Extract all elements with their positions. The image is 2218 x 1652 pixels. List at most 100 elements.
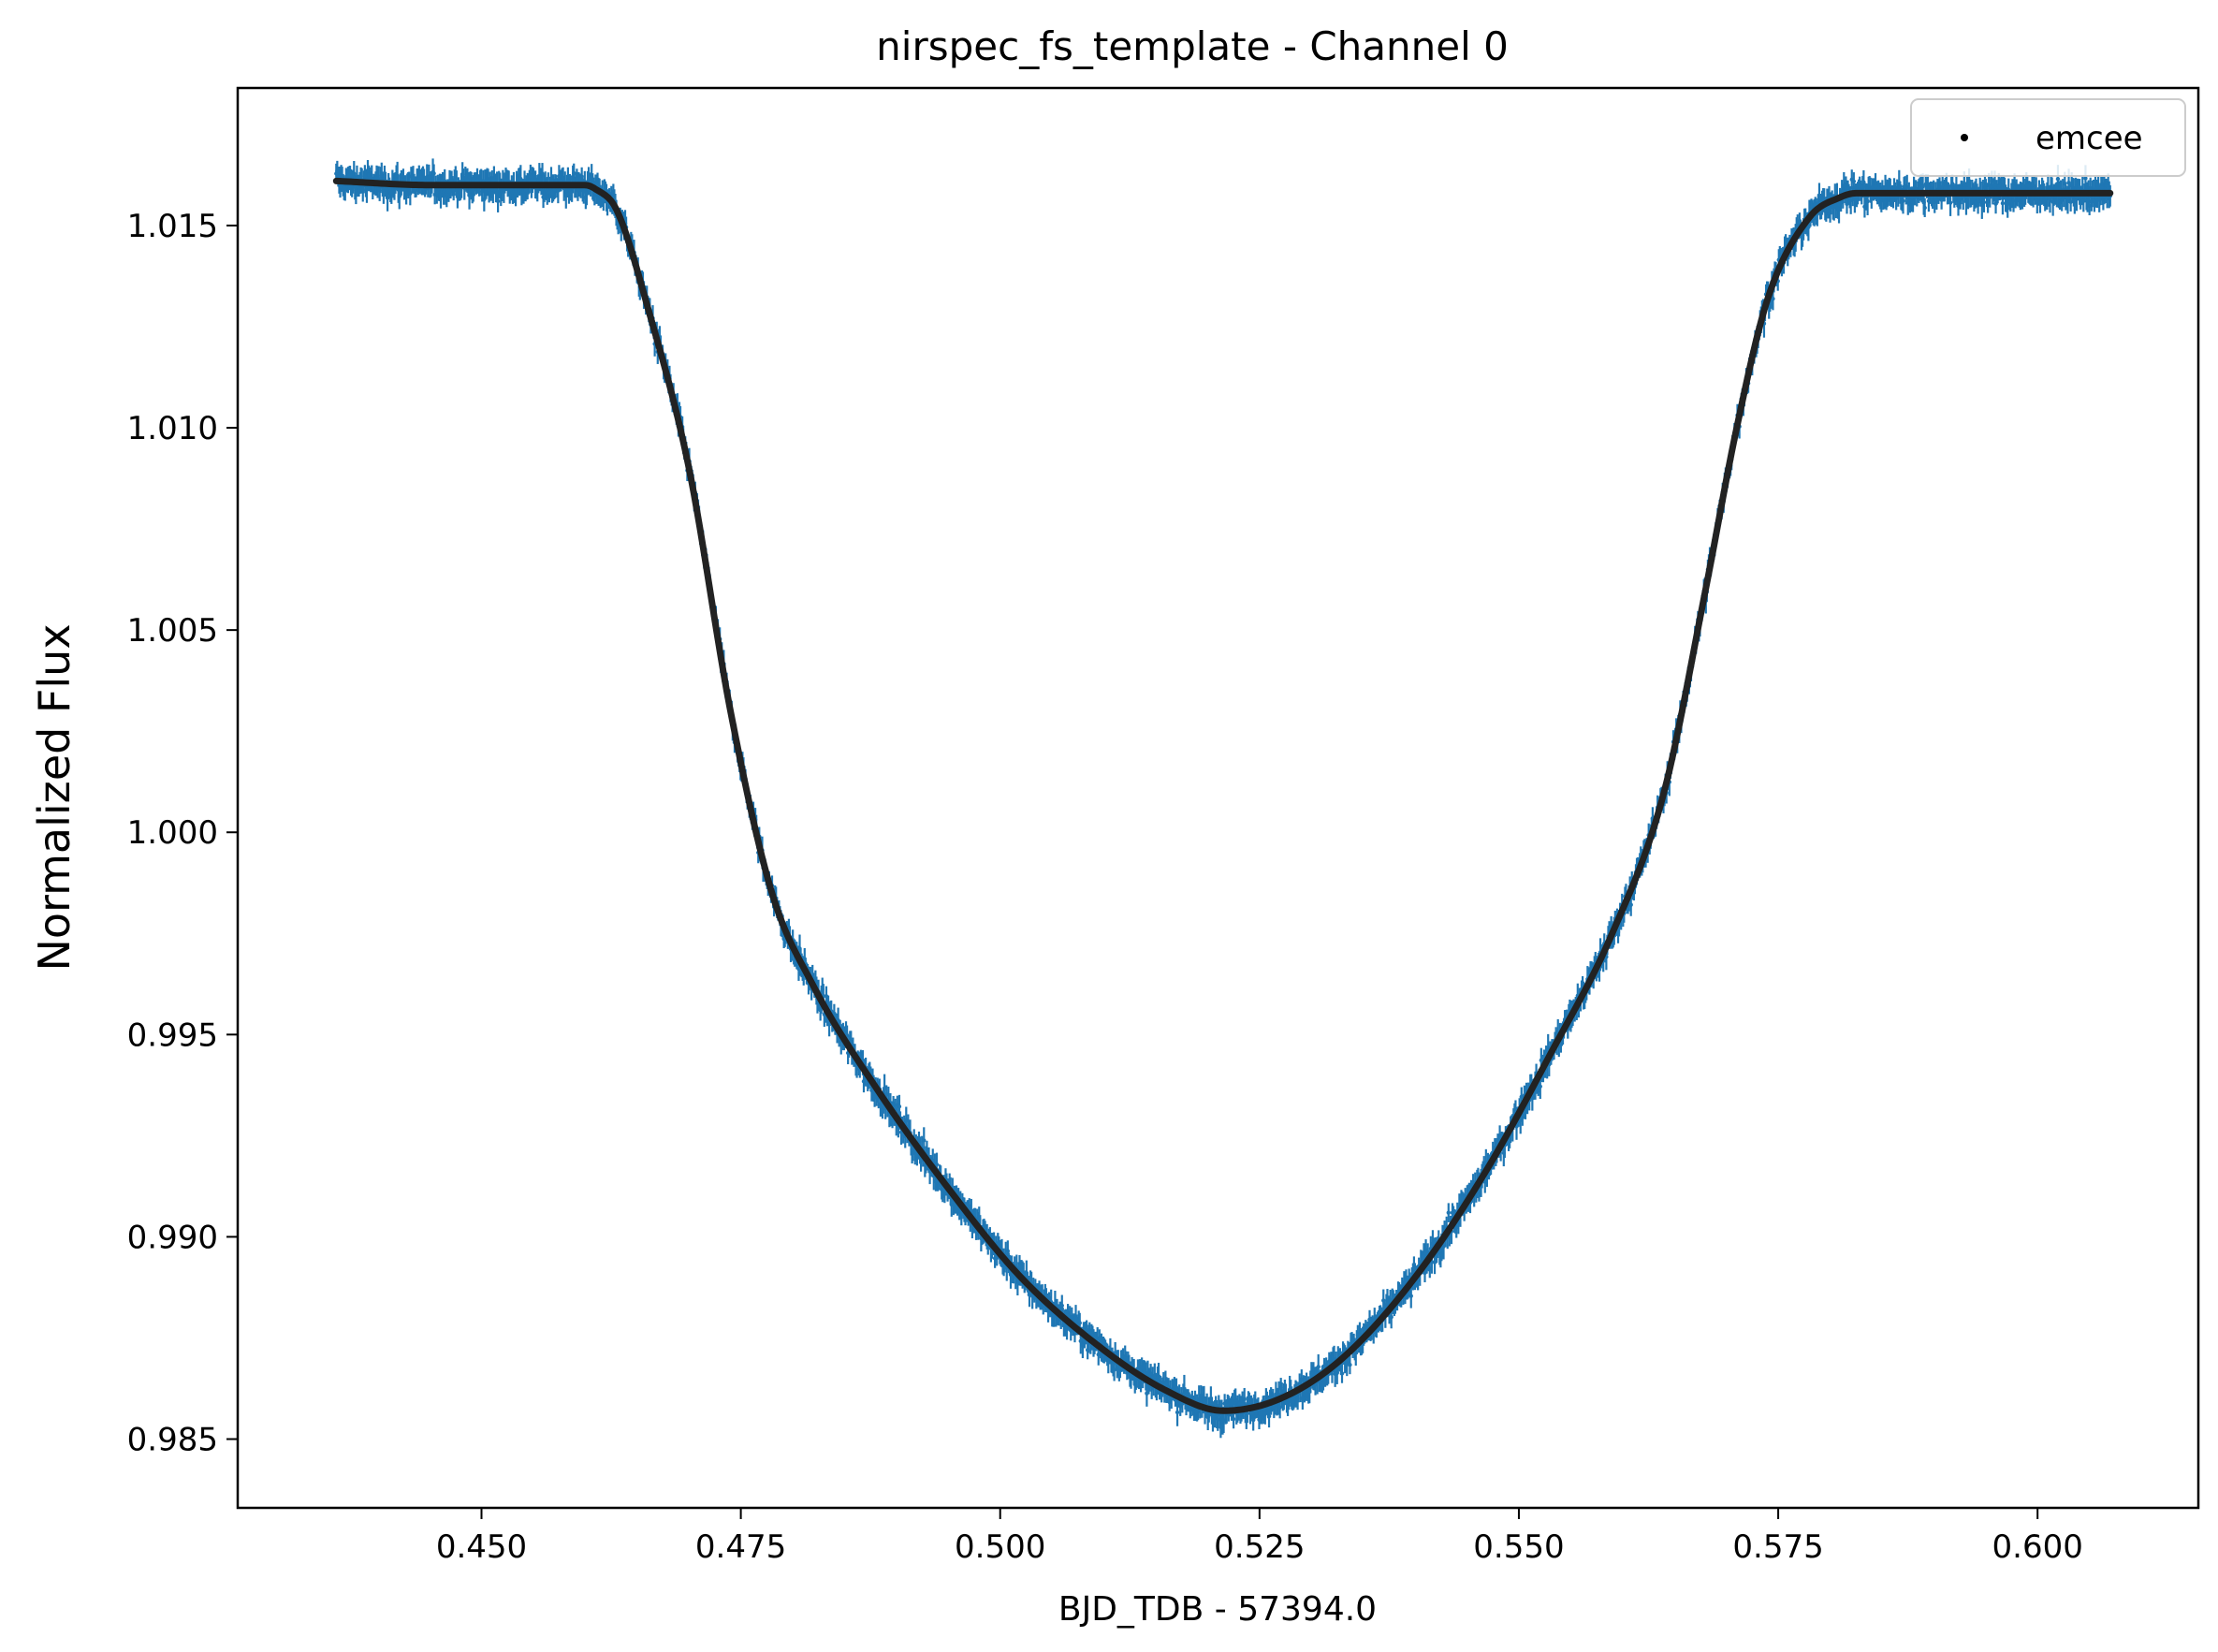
data-point [1348, 1362, 1352, 1367]
data-point [411, 176, 416, 182]
data-point [561, 176, 565, 181]
data-point [355, 174, 359, 180]
y-tick-label: 1.000 [127, 814, 218, 852]
data-point [818, 1008, 823, 1013]
data-point [1307, 1389, 1312, 1395]
data-point [2066, 181, 2071, 185]
data-point [1078, 1338, 1083, 1344]
data-point [453, 176, 458, 182]
data-point [1838, 200, 1844, 205]
data-point [365, 168, 371, 173]
data-point [2106, 184, 2110, 189]
x-tick-label: 0.600 [1992, 1528, 2083, 1566]
x-tick-label: 0.575 [1732, 1528, 1823, 1566]
data-point [1084, 1327, 1089, 1333]
data-point [1367, 1317, 1372, 1323]
data-point [2002, 186, 2007, 191]
data-point [1940, 184, 1945, 190]
data-point [403, 191, 409, 197]
data-point [2083, 176, 2088, 181]
data-point [1873, 184, 1878, 189]
data-point [601, 197, 606, 202]
data-point [1985, 199, 1991, 204]
data-point [540, 171, 545, 176]
data-point [1210, 1415, 1216, 1420]
data-point [1848, 197, 1853, 203]
data-point [438, 194, 444, 198]
data-point [1897, 180, 1902, 185]
data-point [541, 195, 546, 199]
data-point [1976, 198, 1980, 203]
data-point [364, 186, 370, 192]
legend-marker [1961, 134, 1968, 141]
data-point [1956, 203, 1961, 209]
data-point [2000, 201, 2006, 206]
data-point [1806, 225, 1811, 229]
data-point [1983, 186, 1989, 191]
data-point [1404, 1278, 1408, 1282]
data-point [934, 1162, 940, 1167]
data-point [583, 195, 589, 200]
data-point [797, 946, 802, 951]
data-point [1163, 1382, 1168, 1386]
legend: emcee [1910, 98, 2186, 177]
x-tick-label: 0.525 [1214, 1528, 1305, 1566]
data-point [1408, 1294, 1413, 1298]
data-point [1423, 1250, 1428, 1255]
data-point [549, 191, 555, 196]
data-point [480, 189, 485, 194]
data-point [382, 173, 387, 179]
data-point [1389, 1314, 1394, 1320]
data-point [347, 173, 353, 178]
data-point [1278, 1385, 1283, 1390]
data-point [1221, 1418, 1226, 1423]
data-point [1842, 183, 1846, 188]
axes-frame [236, 86, 2200, 1510]
data-point [1844, 186, 1848, 191]
data-point [395, 173, 400, 179]
data-point [1262, 1411, 1268, 1417]
data-point [1116, 1369, 1122, 1375]
data-point [959, 1212, 964, 1217]
data-point [1427, 1266, 1432, 1271]
data-point [1316, 1365, 1321, 1369]
data-point [451, 187, 456, 192]
data-point [1156, 1374, 1161, 1379]
data-point [408, 191, 413, 196]
data-point [595, 182, 600, 187]
data-point [1244, 1414, 1249, 1419]
data-point [1925, 183, 1931, 188]
data-point [796, 966, 801, 972]
data-point [2037, 200, 2043, 206]
data-point [1005, 1249, 1011, 1253]
data-point [576, 188, 580, 193]
data-point [836, 1017, 840, 1023]
data-point [1865, 198, 1870, 204]
data-point [992, 1256, 998, 1261]
x-tick-label: 0.550 [1473, 1528, 1564, 1566]
data-point [1993, 201, 1998, 206]
data-point [1077, 1321, 1082, 1325]
data-point [1817, 194, 1822, 198]
data-point [1861, 180, 1866, 184]
data-point [1059, 1303, 1064, 1308]
data-point [1800, 233, 1805, 238]
data-point [1300, 1396, 1306, 1401]
data-point [1411, 1265, 1417, 1271]
data-point [446, 189, 451, 194]
data-point [824, 994, 829, 999]
data-point [1182, 1386, 1187, 1392]
data-point [1883, 186, 1888, 191]
data-point [1064, 1324, 1070, 1330]
data-point [1250, 1417, 1256, 1423]
data-point [1628, 902, 1633, 907]
data-point [1518, 1118, 1523, 1123]
data-point [467, 193, 472, 197]
data-point [904, 1118, 909, 1123]
data-point [1231, 1416, 1236, 1422]
data-point [1482, 1179, 1487, 1184]
data-point [482, 197, 487, 202]
data-point [2055, 177, 2061, 182]
